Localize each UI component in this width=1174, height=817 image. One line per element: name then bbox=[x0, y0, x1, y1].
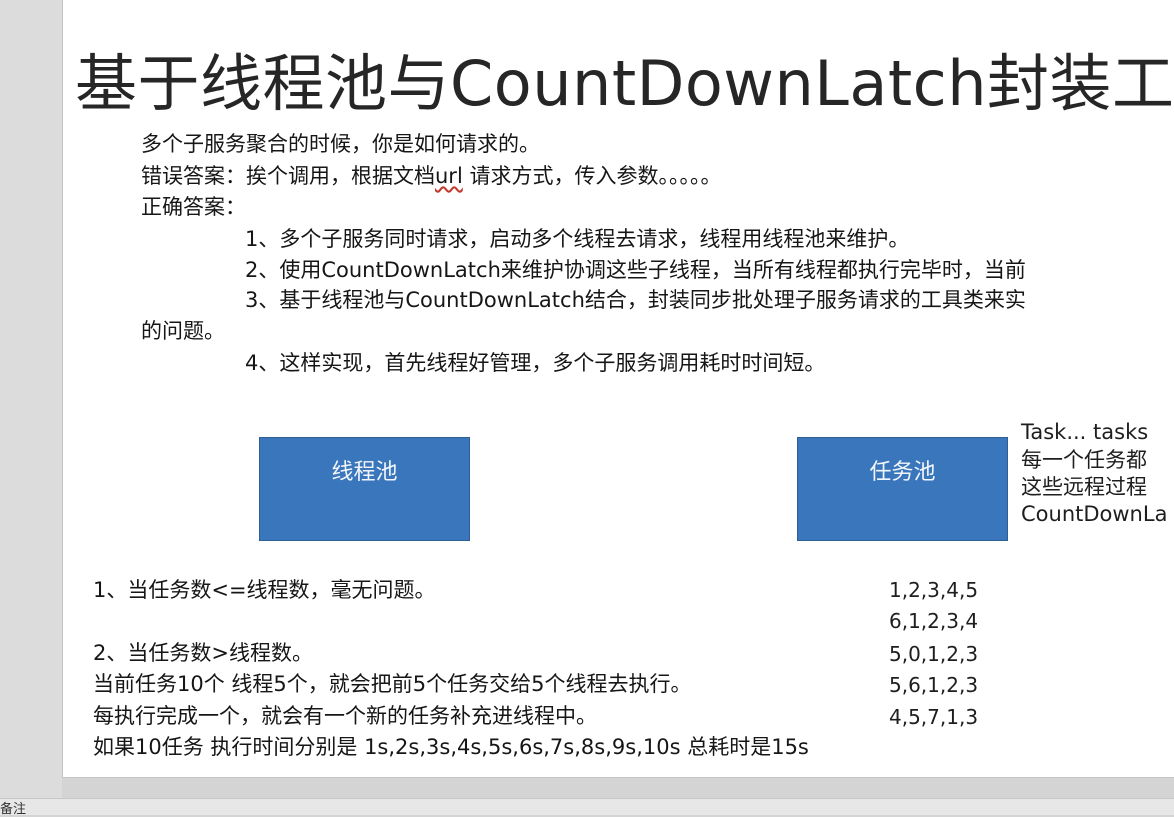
slide-title: 基于线程池与CountDownLatch封装工具类 bbox=[75, 47, 1174, 120]
side-note-4: CountDownLa bbox=[1021, 502, 1168, 526]
bottom-line-2: 2、当任务数>线程数。 bbox=[93, 641, 313, 665]
url-word: url bbox=[435, 164, 463, 188]
side-note-1: Task... tasks bbox=[1021, 420, 1149, 444]
bottom-line-3: 当前任务10个 线程5个，就会把前5个任务交给5个线程去执行。 bbox=[93, 672, 692, 696]
side-note-3: 这些远程过程 bbox=[1021, 475, 1147, 499]
body-line-question: 多个子服务聚合的时候，你是如何请求的。 bbox=[141, 132, 540, 156]
bottom-line-5: 如果10任务 执行时间分别是 1s,2s,3s,4s,5s,6s,7s,8s,9… bbox=[93, 735, 809, 759]
body-line-point-1: 1、多个子服务同时请求，启动多个线程去请求，线程用线程池来维护。 bbox=[245, 227, 910, 251]
body-line-correct-label: 正确答案： bbox=[141, 195, 246, 219]
slide-canvas[interactable]: 基于线程池与CountDownLatch封装工具类 多个子服务聚合的时候，你是如… bbox=[62, 0, 1174, 778]
number-row: 5,6,1,2,3 bbox=[889, 673, 979, 697]
notes-status-bar[interactable]: 备注 bbox=[0, 798, 1174, 817]
number-row: 4,5,7,1,3 bbox=[889, 705, 979, 729]
thread-pool-label: 线程池 bbox=[331, 460, 398, 485]
number-row: 5,0,1,2,3 bbox=[889, 642, 979, 666]
task-pool-label: 任务池 bbox=[869, 460, 936, 485]
body-line-point-2: 2、使用CountDownLatch来维护协调这些子线程，当所有线程都执行完毕时… bbox=[245, 258, 1026, 282]
notes-label: 备注 bbox=[0, 802, 27, 817]
body-line-point-3-cont: 的问题。 bbox=[141, 319, 225, 343]
bottom-line-4: 每执行完成一个，就会有一个新的任务补充进线程中。 bbox=[93, 704, 597, 728]
number-row: 6,1,2,3,4 bbox=[889, 609, 979, 633]
left-gutter bbox=[0, 0, 62, 798]
body-line-wrong-answer: 错误答案：挨个调用，根据文档url 请求方式，传入参数。。。。。 bbox=[141, 163, 721, 189]
thread-pool-box[interactable]: 线程池 bbox=[259, 437, 470, 541]
task-pool-box[interactable]: 任务池 bbox=[797, 437, 1008, 541]
body-line-point-4: 4、这样实现，首先线程好管理，多个子服务调用耗时时间短。 bbox=[245, 351, 826, 375]
wrong-answer-text: 错误答案：挨个调用，根据文档 bbox=[141, 164, 435, 188]
bottom-line-1: 1、当任务数<=线程数，毫无问题。 bbox=[93, 578, 436, 602]
wrong-answer-rest: 请求方式，传入参数。。。。。 bbox=[462, 164, 722, 188]
side-note-2: 每一个任务都 bbox=[1021, 448, 1147, 472]
number-row: 1,2,3,4,5 bbox=[889, 578, 979, 602]
body-line-point-3: 3、基于线程池与CountDownLatch结合，封装同步批处理子服务请求的工具… bbox=[245, 288, 1026, 312]
